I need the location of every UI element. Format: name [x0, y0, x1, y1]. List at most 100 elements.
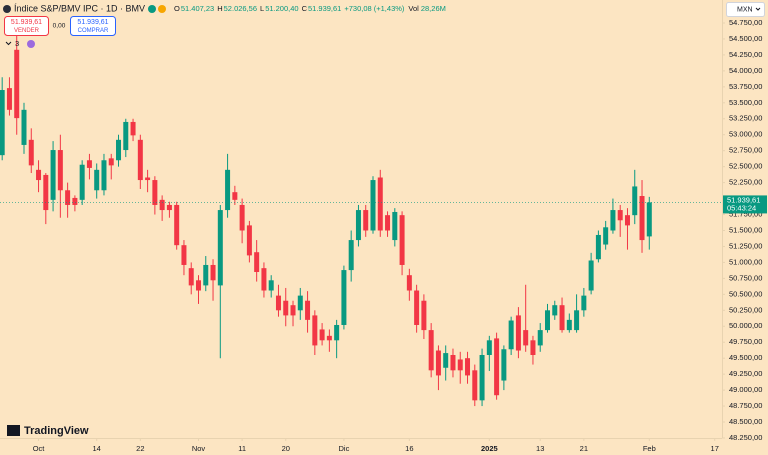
- sell-box[interactable]: [4, 16, 49, 36]
- candle-body: [312, 315, 318, 346]
- candle-body: [319, 329, 325, 341]
- candle-body: [465, 358, 471, 376]
- candle-body: [486, 340, 492, 355]
- y-tick-label: 50.500,00: [729, 289, 762, 298]
- y-tick-label: 54.250,00: [729, 50, 762, 59]
- candle-body: [443, 353, 449, 368]
- candle-body: [574, 310, 580, 331]
- sell-button[interactable]: 51.939,61 VENDER: [4, 16, 49, 36]
- currency[interactable]: MXN: [737, 6, 753, 13]
- ohlc-value: 51.407,23: [181, 4, 214, 13]
- sell-price[interactable]: 51.939,61: [11, 19, 42, 26]
- sell-label[interactable]: VENDER: [14, 28, 40, 34]
- y-tick-label: 50.000,00: [729, 321, 762, 330]
- y-tick-label: 53.750,00: [729, 82, 762, 91]
- y-tick-label: 49.250,00: [729, 369, 762, 378]
- candle-body: [268, 280, 274, 291]
- candle-body: [348, 240, 354, 271]
- buy-button[interactable]: 51.939,61 COMPRAR: [70, 16, 116, 36]
- last-price-label: 51.939,61: [727, 195, 760, 204]
- change: +730,08 (+1,43%): [344, 4, 405, 13]
- status-dot: [158, 5, 166, 13]
- candle-body: [646, 202, 652, 237]
- candle-body: [239, 204, 245, 231]
- candle-body: [94, 169, 100, 191]
- candle-body: [494, 338, 500, 396]
- candle-body: [559, 305, 565, 331]
- candle-body: [283, 300, 289, 316]
- buy-label[interactable]: COMPRAR: [78, 28, 109, 34]
- candle-body: [566, 319, 572, 331]
- buy-price[interactable]: 51.939,61: [77, 19, 108, 26]
- status-dot: [148, 5, 156, 13]
- x-tick-label: Nov: [192, 444, 206, 453]
- candle-body: [181, 245, 187, 265]
- candle-body: [305, 300, 311, 320]
- ohlc-legend: O 51.407,23 H 52.026,56 L 51.200,40 C 51.939,61…: [174, 4, 446, 13]
- candle-body: [57, 150, 63, 191]
- ohlc-value: 52.026,56: [224, 4, 257, 13]
- candle-body: [246, 225, 252, 256]
- candle-body: [515, 315, 521, 351]
- candle-body: [435, 350, 441, 376]
- y-tick-label: 48.750,00: [729, 401, 762, 410]
- y-tick-label: 51.250,00: [729, 241, 762, 250]
- candle-body: [159, 199, 165, 211]
- indicator-count[interactable]: 3: [15, 39, 19, 48]
- x-tick-label: Feb: [643, 444, 656, 453]
- candle-body: [632, 186, 638, 216]
- candle-body: [334, 324, 340, 341]
- candle-body: [639, 196, 645, 241]
- y-tick-label: 48.250,00: [729, 433, 762, 442]
- buy-box[interactable]: [70, 16, 116, 36]
- y-tick-label: 52.250,00: [729, 178, 762, 187]
- candle-body: [421, 300, 427, 331]
- candle-body: [86, 160, 92, 168]
- x-tick-label: 22: [136, 444, 144, 453]
- y-tick-label: 54.750,00: [729, 18, 762, 27]
- candle-body: [36, 169, 42, 181]
- candle-body: [50, 150, 56, 200]
- candle-body: [297, 295, 303, 311]
- candle-body: [195, 280, 201, 291]
- candle-body: [552, 305, 558, 316]
- last-price-box: [723, 195, 767, 214]
- logo: TradingView: [24, 425, 89, 437]
- candle-body: [385, 215, 391, 231]
- candle-body: [399, 215, 405, 265]
- symbol-title: Índice S&P/BMV IPC · 1D · BMV: [14, 3, 145, 13]
- candle-body: [530, 340, 536, 355]
- candle-body: [588, 260, 594, 291]
- candle-body: [145, 177, 151, 181]
- y-tick-label: 53.000,00: [729, 130, 762, 139]
- candle-body: [137, 139, 143, 181]
- spread: 0,00: [53, 23, 66, 30]
- candle-body: [217, 210, 223, 286]
- y-tick-label: 49.000,00: [729, 385, 762, 394]
- x-tick-label: Oct: [33, 444, 46, 453]
- candle-body: [508, 320, 514, 350]
- candle-body: [101, 160, 107, 191]
- volume-key: Vol: [408, 4, 419, 13]
- candle-body: [254, 252, 260, 272]
- y-tick-label: 52.750,00: [729, 146, 762, 155]
- candle-body: [261, 268, 267, 291]
- indicator-icon[interactable]: [27, 40, 35, 48]
- candle-body: [406, 275, 412, 291]
- currency-arrow[interactable]: [755, 7, 761, 11]
- y-tick-label: 53.500,00: [729, 98, 762, 107]
- candle-body: [341, 270, 347, 325]
- candle-body: [290, 305, 296, 316]
- candle-body: [210, 264, 216, 281]
- collapse-arrow[interactable]: [5, 41, 12, 46]
- y-tick-label: 51.000,00: [729, 257, 762, 266]
- currency-box[interactable]: [726, 2, 765, 17]
- candle-body: [72, 197, 78, 205]
- candle-body: [116, 139, 122, 161]
- candle-body: [130, 121, 136, 136]
- candle-body: [617, 210, 623, 221]
- x-tick-label: 21: [580, 444, 588, 453]
- candle-body: [203, 264, 209, 286]
